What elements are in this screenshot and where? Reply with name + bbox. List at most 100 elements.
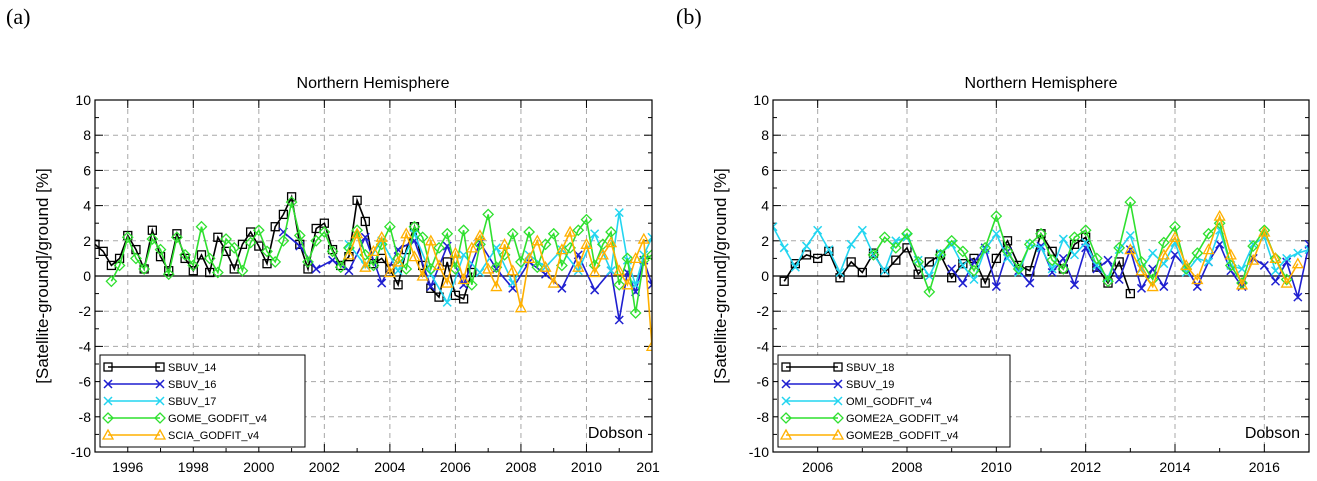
data-point-gome-godfit-v4 — [179, 248, 192, 261]
data-point-scia-godfit-v4 — [441, 276, 454, 288]
data-point-omi-godfit-v4 — [969, 274, 979, 285]
y-tick-label: -8 — [757, 409, 770, 425]
data-point-gome2a-godfit-v4 — [1001, 245, 1014, 258]
x-tick-label: 2000 — [243, 459, 274, 475]
legend-marker — [155, 379, 165, 389]
legend-marker — [154, 412, 166, 424]
legend-marker — [101, 428, 115, 440]
legend-marker — [781, 379, 791, 389]
data-point-sbuv-16 — [647, 280, 652, 290]
data-point-omi-godfit-v4 — [773, 222, 778, 232]
series-line-gome2b-godfit-v4 — [1129, 213, 1299, 289]
data-point-sbuv-18 — [857, 267, 867, 278]
data-point-sbuv-17 — [606, 266, 616, 276]
data-point-gome2a-godfit-v4 — [1035, 227, 1047, 240]
data-point-gome-godfit-v4 — [482, 208, 495, 221]
data-point-gome-godfit-v4 — [138, 263, 151, 275]
data-point-gome2a-godfit-v4 — [1079, 224, 1092, 237]
data-point-scia-godfit-v4 — [539, 260, 552, 272]
x-tick-label: 2002 — [309, 459, 340, 475]
data-point-sbuv-14 — [139, 264, 149, 274]
data-point-omi-godfit-v4 — [1203, 257, 1214, 267]
data-point-gome-godfit-v4 — [228, 241, 241, 254]
data-point-gome2a-godfit-v4 — [923, 285, 936, 298]
data-point-sbuv-14 — [196, 250, 207, 260]
data-point-sbuv-14 — [303, 264, 313, 274]
data-point-scia-godfit-v4 — [547, 276, 560, 288]
y-tick-label: 4 — [761, 198, 769, 214]
data-point-gome2b-godfit-v4 — [1247, 253, 1260, 265]
data-point-omi-godfit-v4 — [958, 260, 968, 270]
data-point-sbuv-17 — [393, 266, 403, 276]
data-point-scia-godfit-v4 — [621, 278, 634, 290]
y-tick-label: 10 — [75, 92, 91, 108]
data-point-omi-godfit-v4 — [857, 225, 867, 235]
legend-marker — [102, 412, 114, 424]
data-point-scia-godfit-v4 — [572, 260, 585, 272]
data-point-omi-godfit-v4 — [924, 271, 934, 281]
data-point-sbuv-14 — [98, 246, 108, 257]
data-point-scia-godfit-v4 — [637, 232, 650, 244]
data-point-gome-godfit-v4 — [408, 220, 421, 233]
legend-marker — [103, 379, 113, 389]
data-point-gome2a-godfit-v4 — [1023, 238, 1036, 251]
data-point-sbuv-19 — [1215, 239, 1225, 249]
data-point-gome-godfit-v4 — [220, 233, 232, 245]
data-point-scia-godfit-v4 — [514, 301, 528, 313]
data-point-gome2b-godfit-v4 — [1135, 264, 1148, 276]
data-point-gome2a-godfit-v4 — [990, 210, 1003, 223]
data-point-sbuv-19 — [1036, 241, 1046, 251]
legend-label: SBUV_16 — [168, 379, 216, 391]
annotation-dobson: Dobson — [588, 425, 643, 442]
data-point-omi-godfit-v4 — [1014, 267, 1024, 278]
data-point-sbuv-14 — [286, 192, 297, 202]
data-point-sbuv-14 — [458, 294, 469, 304]
x-tick-label: 2004 — [374, 459, 405, 475]
data-point-sbuv-18 — [891, 255, 901, 265]
y-tick-label: 2 — [83, 233, 91, 249]
y-tick-label: 6 — [83, 162, 91, 178]
data-point-gome2b-godfit-v4 — [1280, 276, 1293, 288]
data-point-gome-godfit-v4 — [637, 254, 650, 267]
data-point-gome2a-godfit-v4 — [1102, 275, 1114, 288]
data-point-scia-godfit-v4 — [613, 264, 626, 276]
data-point-sbuv-18 — [779, 276, 789, 286]
data-point-gome2a-godfit-v4 — [945, 234, 958, 247]
y-tick-label: -8 — [79, 409, 92, 425]
y-tick-label: 0 — [761, 268, 769, 284]
series-gome2b-godfit-v4 — [1124, 209, 1304, 292]
data-point-gome2b-godfit-v4 — [1157, 248, 1170, 260]
data-point-gome-godfit-v4 — [318, 226, 331, 238]
data-point-sbuv-14 — [377, 253, 387, 264]
series-line-sbuv-14 — [95, 194, 473, 300]
legend: SBUV_18 SBUV_19 OMI_GODFIT_v4 GOME2A_GODFIT… — [777, 354, 1011, 448]
y-tick-label: -4 — [79, 338, 92, 354]
data-point-scia-godfit-v4 — [424, 234, 437, 246]
data-point-sbuv-19 — [1270, 276, 1281, 286]
legend-label: SBUV_17 — [168, 396, 216, 408]
data-point-scia-godfit-v4 — [604, 236, 618, 248]
data-point-gome2b-godfit-v4 — [1124, 243, 1137, 255]
data-point-sbuv-19 — [1047, 267, 1057, 278]
data-point-gome-godfit-v4 — [457, 224, 470, 237]
data-point-omi-godfit-v4 — [801, 241, 812, 251]
data-point-sbuv-14 — [434, 292, 444, 302]
data-point-gome-godfit-v4 — [195, 220, 208, 233]
data-point-gome2b-godfit-v4 — [1168, 230, 1182, 242]
data-point-sbuv-14 — [155, 251, 166, 262]
data-point-sbuv-17 — [631, 280, 641, 290]
data-point-gome-godfit-v4 — [506, 227, 519, 240]
data-point-gome2a-godfit-v4 — [1213, 217, 1226, 230]
data-point-gome-godfit-v4 — [310, 234, 323, 247]
data-point-omi-godfit-v4 — [790, 262, 800, 272]
data-point-gome-godfit-v4 — [105, 275, 118, 288]
data-point-sbuv-14 — [213, 232, 223, 242]
data-point-scia-godfit-v4 — [482, 262, 495, 274]
data-point-scia-godfit-v4 — [449, 246, 462, 258]
data-point-sbuv-19 — [1103, 255, 1113, 265]
chart-title: Northern Hemisphere — [965, 75, 1118, 92]
legend-label: SBUV_18 — [846, 362, 894, 374]
data-point-scia-godfit-v4 — [555, 243, 569, 255]
legend-label: OMI_GODFIT_v4 — [846, 396, 932, 408]
data-point-scia-godfit-v4 — [498, 237, 511, 249]
